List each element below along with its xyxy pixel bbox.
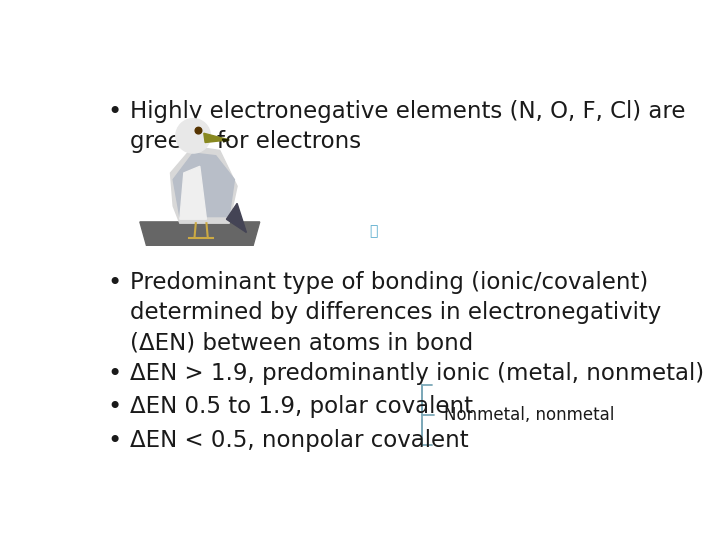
Polygon shape: [173, 153, 235, 217]
Text: •: •: [108, 271, 122, 295]
Circle shape: [195, 127, 202, 134]
Polygon shape: [140, 222, 260, 246]
Text: greedy for electrons: greedy for electrons: [130, 131, 361, 153]
Text: Highly electronegative elements (N, O, F, Cl) are: Highly electronegative elements (N, O, F…: [130, 100, 685, 123]
Text: •: •: [108, 362, 122, 386]
Polygon shape: [171, 146, 237, 223]
Polygon shape: [226, 204, 246, 232]
Text: •: •: [108, 395, 122, 420]
Text: (ΔEN) between atoms in bond: (ΔEN) between atoms in bond: [130, 332, 474, 354]
Circle shape: [176, 119, 210, 153]
Text: •: •: [108, 100, 122, 124]
Text: ΔEN < 0.5, nonpolar covalent: ΔEN < 0.5, nonpolar covalent: [130, 429, 469, 451]
Polygon shape: [180, 166, 207, 219]
Text: Predominant type of bonding (ionic/covalent): Predominant type of bonding (ionic/coval…: [130, 271, 649, 294]
Polygon shape: [222, 139, 229, 142]
Text: determined by differences in electronegativity: determined by differences in electronega…: [130, 301, 662, 324]
Polygon shape: [204, 133, 229, 143]
Text: 🔈: 🔈: [369, 224, 377, 238]
Text: ΔEN > 1.9, predominantly ionic (metal, nonmetal): ΔEN > 1.9, predominantly ionic (metal, n…: [130, 362, 704, 385]
Text: ΔEN 0.5 to 1.9, polar covalent: ΔEN 0.5 to 1.9, polar covalent: [130, 395, 473, 418]
Text: •: •: [108, 429, 122, 453]
Text: Nonmetal, nonmetal: Nonmetal, nonmetal: [444, 406, 615, 424]
